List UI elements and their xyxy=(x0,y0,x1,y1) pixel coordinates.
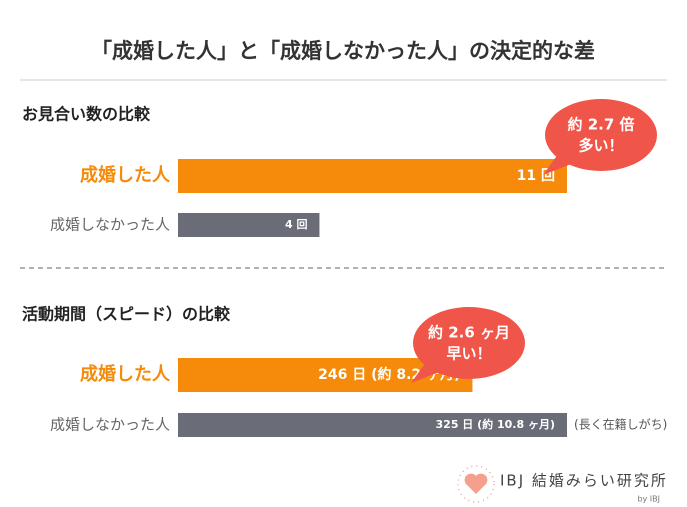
category-label: 成婚した人 xyxy=(80,164,171,186)
value-label: 325 日 (約 10.8 ヶ月) xyxy=(436,417,555,431)
value-label: 4 回 xyxy=(285,217,307,231)
section-title: 活動期間（スピード）の比較 xyxy=(22,305,231,324)
category-label: 成婚した人 xyxy=(80,363,171,385)
brand-name: IBJ 結婚みらい研究所 xyxy=(500,472,668,490)
brand-heart xyxy=(464,473,488,494)
bar xyxy=(178,213,320,237)
callout-text: 約 2.6 ヶ月 xyxy=(428,324,510,342)
section-title: お見合い数の比較 xyxy=(22,105,151,124)
callout-text: 多い！ xyxy=(578,137,623,155)
page-title: 「成婚した人」と「成婚しなかった人」の決定的な差 xyxy=(91,39,595,63)
category-label: 成婚しなかった人 xyxy=(50,416,170,434)
callout-bubble xyxy=(413,307,525,379)
brand-by: by IBJ xyxy=(637,495,660,504)
callout-text: 早い！ xyxy=(446,345,491,363)
brand: IBJ 結婚みらい研究所 by IBJ xyxy=(457,465,668,504)
bar-note: (長く在籍しがち) xyxy=(574,417,667,432)
brand-ring xyxy=(457,465,495,503)
bar xyxy=(178,413,567,437)
bar xyxy=(178,159,567,193)
category-label: 成婚しなかった人 xyxy=(50,216,170,234)
callout-bubble xyxy=(545,99,657,171)
callout-text: 約 2.7 倍 xyxy=(567,116,634,134)
